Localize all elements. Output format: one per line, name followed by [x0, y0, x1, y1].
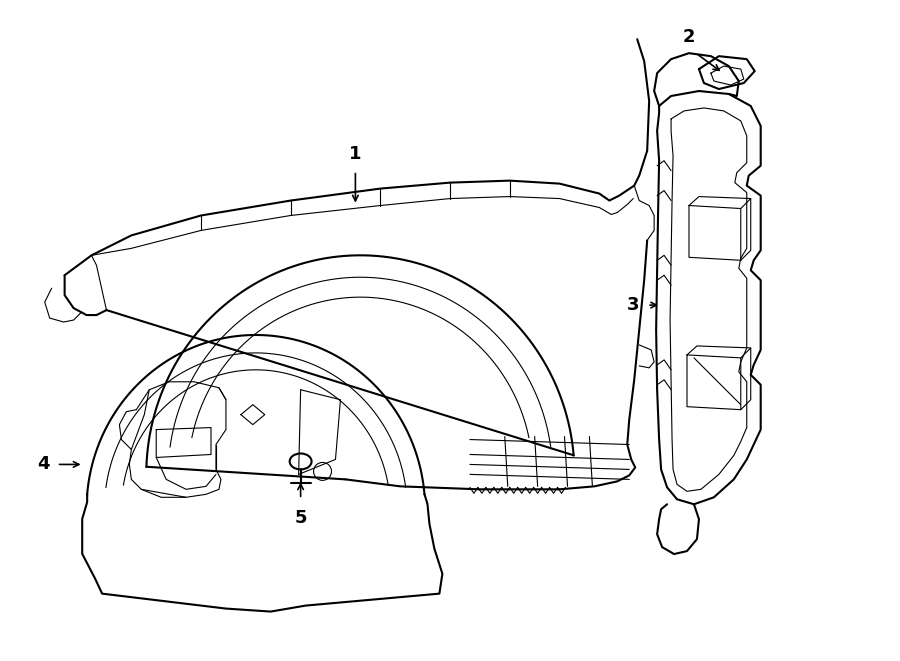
Text: 1: 1 [349, 145, 362, 163]
Text: 4: 4 [37, 455, 50, 473]
Text: 2: 2 [683, 28, 695, 46]
Text: 5: 5 [294, 509, 307, 527]
Text: 3: 3 [626, 296, 639, 314]
